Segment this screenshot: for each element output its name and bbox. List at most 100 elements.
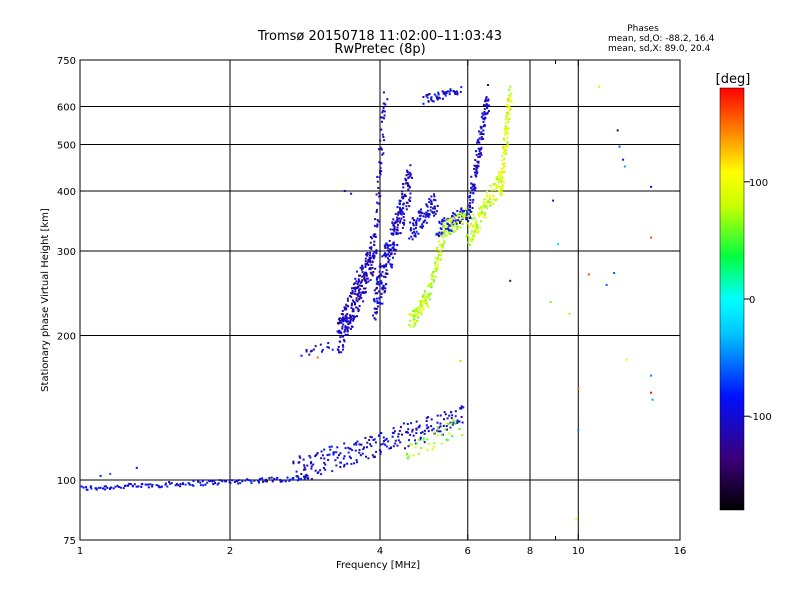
data-point	[437, 428, 440, 431]
data-point	[439, 234, 442, 237]
data-point	[482, 133, 485, 136]
data-point	[448, 220, 451, 222]
data-point	[436, 434, 439, 437]
data-point	[355, 306, 358, 309]
data-point	[419, 436, 422, 439]
data-point	[362, 300, 365, 303]
data-point	[452, 212, 455, 215]
data-point	[406, 169, 409, 172]
data-point	[492, 198, 495, 201]
data-point	[351, 325, 354, 328]
data-point	[332, 453, 335, 456]
data-point	[506, 141, 509, 144]
data-point	[376, 302, 379, 304]
data-point	[440, 220, 443, 223]
data-point	[375, 297, 378, 300]
data-point	[312, 463, 315, 466]
data-point	[292, 462, 295, 465]
data-point	[384, 287, 387, 290]
data-point	[388, 258, 391, 261]
data-point	[344, 326, 347, 329]
data-point	[452, 90, 455, 93]
data-point	[335, 464, 338, 467]
data-point	[201, 480, 204, 483]
data-point	[449, 89, 452, 92]
data-point	[386, 243, 389, 246]
data-point	[349, 319, 352, 322]
data-point	[483, 214, 486, 216]
data-point	[477, 138, 480, 141]
x-tick-label: 2	[227, 546, 233, 557]
data-point	[475, 168, 478, 171]
data-point	[477, 140, 480, 143]
data-point	[351, 290, 354, 292]
data-point	[321, 454, 324, 457]
data-point	[481, 112, 484, 115]
data-point	[504, 133, 507, 136]
data-point	[382, 107, 385, 110]
data-point	[468, 196, 471, 199]
data-point	[402, 422, 405, 425]
data-point	[408, 324, 411, 326]
data-point	[411, 315, 414, 318]
data-point	[360, 296, 363, 299]
data-point	[376, 180, 379, 183]
data-point	[473, 223, 476, 226]
data-point	[250, 481, 253, 484]
data-point	[291, 477, 294, 480]
data-point	[85, 488, 88, 491]
data-point	[506, 111, 509, 114]
data-point	[437, 93, 440, 96]
data-point	[402, 183, 405, 186]
data-point	[411, 238, 414, 241]
data-point	[348, 317, 351, 319]
data-point	[433, 280, 435, 283]
data-point	[433, 445, 436, 448]
data-point	[398, 429, 401, 432]
data-point	[369, 259, 372, 262]
data-point	[370, 272, 373, 275]
x-tick-label: 1	[77, 546, 83, 557]
data-point	[340, 313, 343, 315]
data-point	[380, 116, 383, 119]
data-point	[365, 274, 368, 277]
data-point	[440, 223, 443, 226]
data-point	[310, 349, 313, 352]
data-point	[459, 212, 462, 215]
data-point	[372, 314, 375, 317]
data-point	[445, 422, 448, 425]
data-point	[504, 125, 507, 128]
data-point	[217, 482, 220, 485]
data-point	[392, 445, 395, 448]
data-point	[437, 430, 440, 433]
data-point	[439, 227, 442, 230]
data-point	[381, 270, 384, 273]
data-point	[396, 444, 399, 447]
data-point	[475, 169, 478, 172]
data-point	[385, 437, 388, 440]
data-point	[208, 479, 211, 482]
grid-lines	[80, 60, 680, 540]
x-tick-label: 6	[465, 546, 471, 557]
data-point	[437, 240, 440, 243]
data-point	[381, 120, 383, 123]
data-point	[478, 213, 481, 216]
data-point	[408, 198, 411, 201]
data-point	[339, 461, 342, 464]
data-point	[496, 184, 498, 187]
data-point	[374, 318, 377, 321]
data-point	[376, 311, 378, 314]
data-point	[359, 288, 362, 291]
data-point	[310, 462, 312, 465]
isolated-point	[99, 474, 102, 477]
data-point	[438, 426, 441, 429]
data-point	[398, 202, 401, 205]
data-point	[484, 104, 487, 107]
data-point	[396, 216, 399, 219]
data-point	[403, 212, 405, 215]
data-point	[468, 202, 471, 205]
data-point	[353, 443, 356, 446]
data-point	[375, 211, 378, 213]
isolated-point	[509, 279, 512, 282]
data-point	[488, 194, 491, 197]
